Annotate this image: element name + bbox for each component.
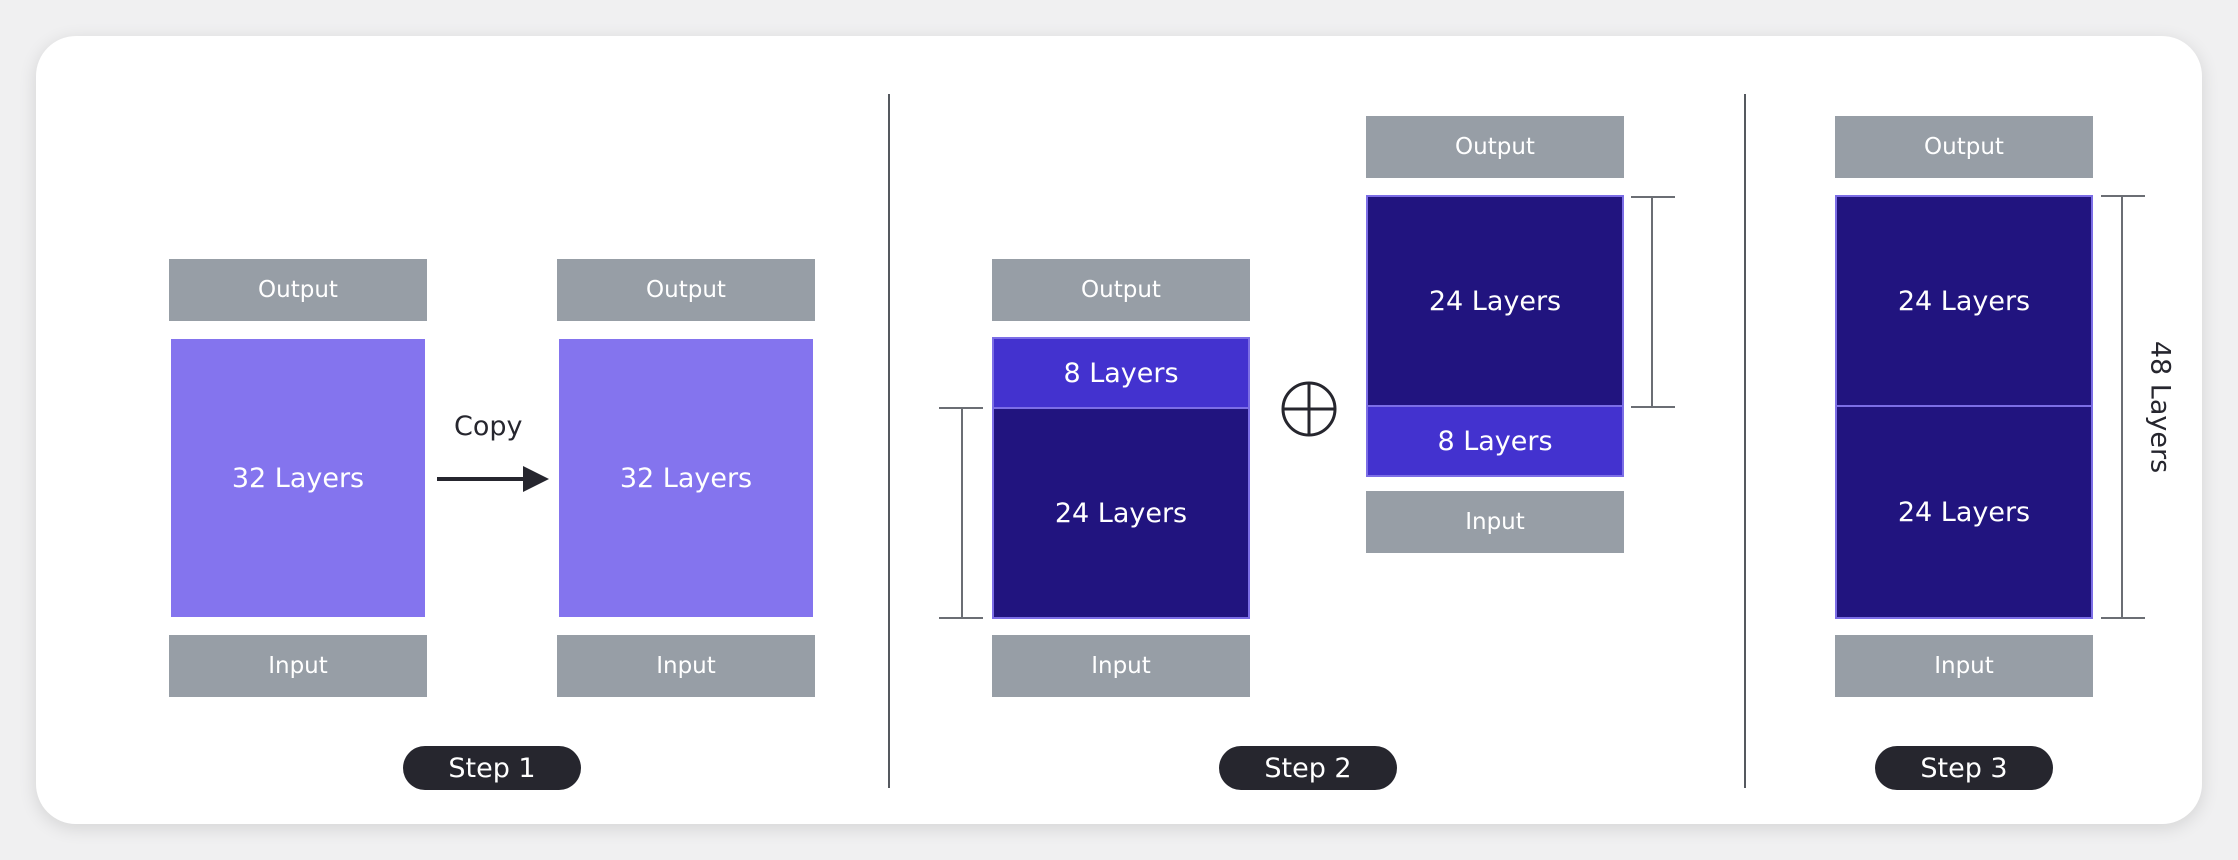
step1-model-a-output: Output xyxy=(169,259,427,321)
step2-right-bracket-vertical xyxy=(1651,197,1653,407)
step2-model-a-top-layers: 8 Layers xyxy=(992,337,1250,409)
step3-model-output: Output xyxy=(1835,116,2093,178)
step2-model-b-output: Output xyxy=(1366,116,1624,178)
step1-model-b-output: Output xyxy=(557,259,815,321)
step2-right-bracket-top xyxy=(1631,196,1675,198)
step2-left-bracket-bottom xyxy=(939,617,983,619)
separator-1 xyxy=(888,94,890,788)
step3-bracket-vertical xyxy=(2121,196,2123,618)
step3-model-input: Input xyxy=(1835,635,2093,697)
step3-model-top-layers: 24 Layers xyxy=(1835,195,2093,407)
step2-model-b-top-layers: 24 Layers xyxy=(1366,195,1624,407)
step2-left-bracket-vertical xyxy=(961,408,963,618)
step1-badge: Step 1 xyxy=(403,746,581,790)
step2-model-a-input: Input xyxy=(992,635,1250,697)
step1-model-b-input: Input xyxy=(557,635,815,697)
step2-model-b-input: Input xyxy=(1366,491,1624,553)
step1-model-b-layers: 32 Layers xyxy=(557,337,815,619)
step2-model-b-bottom-layers: 8 Layers xyxy=(1366,405,1624,477)
step2-model-a-output: Output xyxy=(992,259,1250,321)
step3-bracket-bottom xyxy=(2101,617,2145,619)
step3-badge: Step 3 xyxy=(1875,746,2053,790)
step1-model-a-input: Input xyxy=(169,635,427,697)
step2-badge: Step 2 xyxy=(1219,746,1397,790)
step2-right-bracket-bottom xyxy=(1631,406,1675,408)
total-layers-label: 48 Layers xyxy=(2144,340,2176,474)
step1-model-a-layers: 32 Layers xyxy=(169,337,427,619)
step2-left-bracket-top xyxy=(939,407,983,409)
arrow-right-icon xyxy=(437,466,549,492)
copy-label: Copy xyxy=(454,411,523,442)
separator-2 xyxy=(1744,94,1746,788)
step3-bracket-top xyxy=(2101,195,2145,197)
step2-model-a-bottom-layers: 24 Layers xyxy=(992,407,1250,619)
step3-model-bottom-layers: 24 Layers xyxy=(1835,405,2093,619)
circled-plus-icon xyxy=(1281,381,1337,437)
